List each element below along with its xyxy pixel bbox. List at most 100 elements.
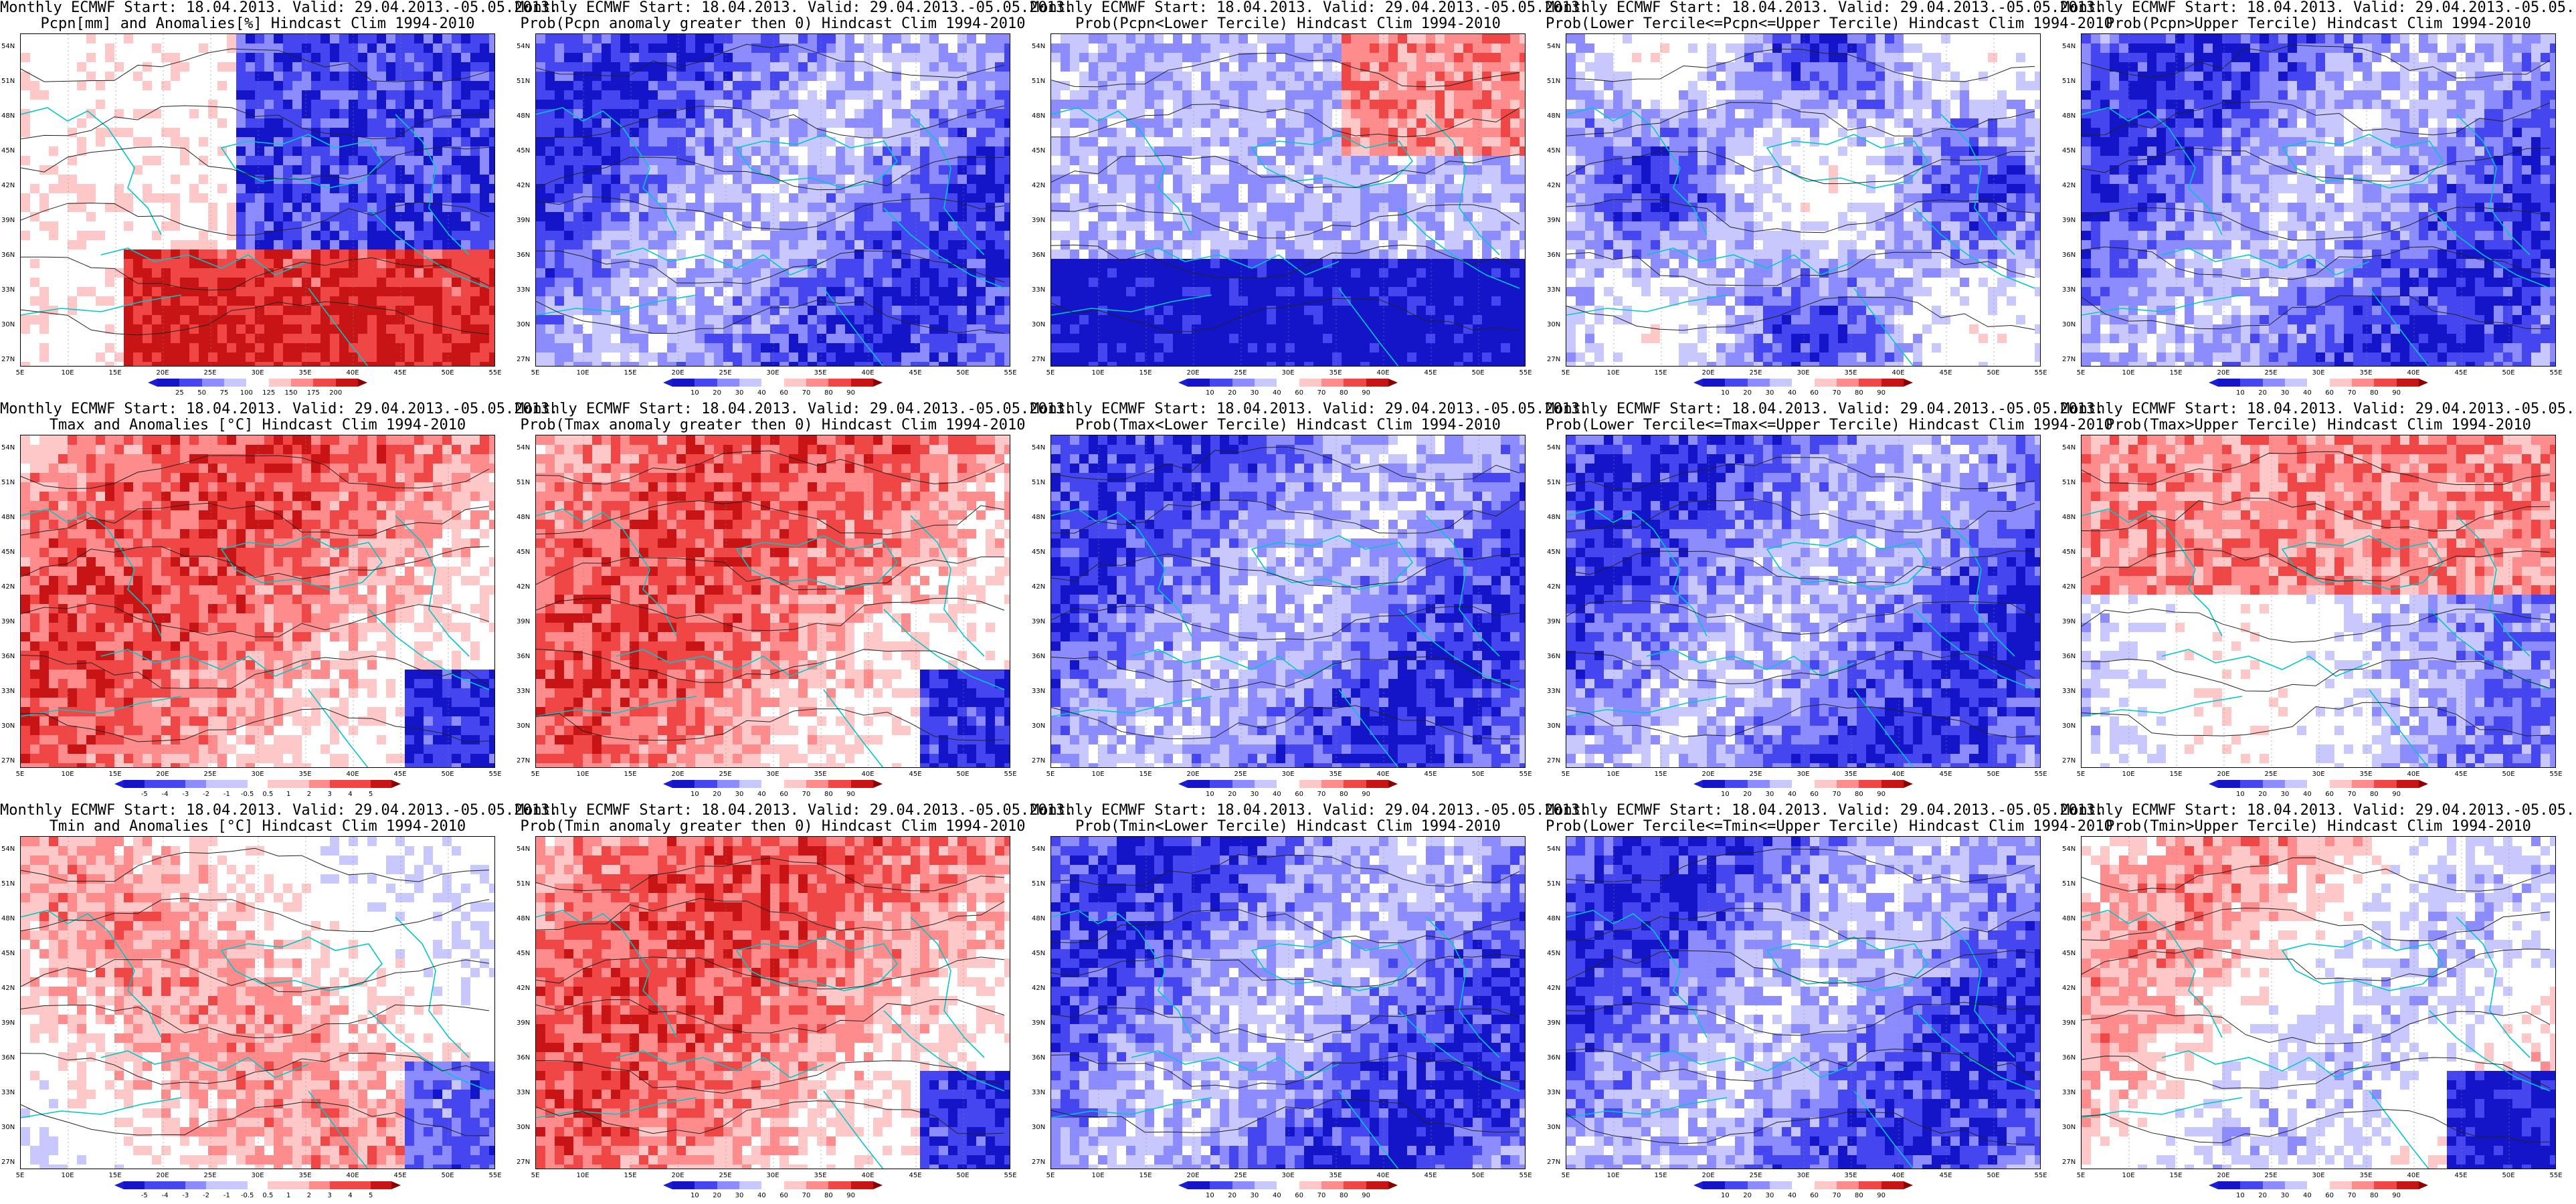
map-panel: Monthly ECMWF Start: 18.04.2013. Valid: … [1030,803,1588,1204]
lon-tick-label: 5E [531,771,540,778]
lat-tick-label: 36N [1032,1054,1045,1062]
lat-tick-label: 39N [2062,217,2076,224]
contour-line [536,597,1005,631]
colorbar-tick-label: 60 [2325,791,2334,798]
lat-tick-label: 54N [1032,444,1045,452]
colorbar-tick-label: 40 [757,389,766,397]
lat-tick-label: 54N [1,444,15,452]
lon-tick-label: 25E [1234,1172,1247,1179]
lon-tick-label: 55E [2034,1172,2047,1179]
coastline [910,515,985,657]
coastline [536,294,697,316]
colorbar-segment [2307,780,2330,788]
colorbar [2209,1181,2428,1189]
colorbar-segment [1703,379,1726,387]
lat-tick-label: 42N [517,182,530,189]
lon-tick-label: 55E [488,1172,501,1179]
colorbar-tick-label: 90 [1362,389,1370,397]
lon-tick-label: 50E [2502,1172,2514,1179]
lon-tick-label: 45E [393,771,406,778]
lon-tick-label: 15E [2169,771,2182,778]
lat-tick-label: 33N [1032,688,1045,695]
lat-tick-label: 48N [1032,514,1045,521]
contour-line [2082,147,2551,182]
coastline [823,689,884,767]
lat-tick-label: 30N [1547,321,1560,328]
colorbar-segment [2218,379,2241,387]
lat-tick-label: 33N [1547,688,1560,695]
coastline [2281,535,2444,590]
colorbar [663,379,883,387]
colorbar-segment [1792,379,1815,387]
colorbar-tick-label: 200 [329,389,342,397]
contour-line [1566,1048,2035,1082]
colorbar-tick-label: 70 [2348,791,2357,798]
lat-tick-label: 42N [1032,583,1045,591]
coastline [1251,134,1414,189]
colorbar [1178,780,1398,788]
colorbar-tick-label: 75 [220,389,229,397]
lat-tick-label: 51N [1,880,15,888]
colorbar-tick-label: 40 [2303,1192,2312,1199]
colorbar-ticks: 10 20 30 40 60 70 80 90 [1188,1192,1388,1201]
lat-tick-label: 42N [1547,182,1560,189]
colorbar-max-arrow [391,1181,401,1189]
colorbar-segment [717,1181,739,1189]
colorbar-tick-label: 60 [1295,1192,1303,1199]
lon-tick-label: 30E [1281,369,1294,377]
colorbar-segment [1725,1181,1748,1189]
lat-tick-label: 54N [1032,43,1045,50]
colorbar-min-arrow [1693,780,1703,788]
panel-title-line1: Monthly ECMWF Start: 18.04.2013. Valid: … [515,0,1073,16]
lat-tick-label: 27N [517,356,530,363]
colorbar-segment [1188,379,1210,387]
lon-tick-label: 35E [298,369,311,377]
colorbar-tick-label: 30 [1251,389,1259,397]
colorbar-segment [806,1181,829,1189]
panel-title-line1: Monthly ECMWF Start: 18.04.2013. Valid: … [2061,401,2576,417]
lat-tick-label: 39N [1,217,15,224]
coastline [1425,114,1500,256]
coastline [1646,1050,1855,1078]
panel-title: Monthly ECMWF Start: 18.04.2013. Valid: … [1030,0,1588,32]
coastline [308,1090,369,1169]
lon-tick-label: 55E [1004,1172,1016,1179]
lon-tick-label: 50E [1987,369,1999,377]
lon-tick-label: 40E [1376,771,1389,778]
coastline [1853,1090,1914,1169]
lat-tick-label: 51N [517,479,530,486]
colorbar-tick-label: 30 [1251,1192,1259,1199]
contour-line [536,957,1005,989]
lon-tick-label: 15E [1654,771,1667,778]
colorbar-max-arrow [357,379,367,387]
contour-line [1051,154,1520,189]
colorbar-segment [206,780,227,788]
colorbar-segment [1703,1181,1726,1189]
contour-line [1566,550,2035,584]
panel-title: Monthly ECMWF Start: 18.04.2013. Valid: … [2061,0,2576,32]
colorbar-segment [165,1181,186,1189]
lat-tick-label: 48N [1,915,15,922]
contour-line [1566,252,2035,286]
colorbar-segment [695,780,717,788]
coastline [1646,247,1855,276]
panel-title-line2: Prob(Tmin>Upper Tercile) Hindcast Clim 1… [2061,819,2576,835]
lat-tick-label: 48N [1547,915,1560,922]
lat-tick-label: 27N [2062,757,2076,765]
colorbar-tick-label: 70 [1317,791,1326,798]
colorbar-tick-label: 30 [1766,1192,1774,1199]
coastline [21,294,182,316]
colorbar-tick-label: 40 [757,791,766,798]
lat-tick-label: 36N [1,1054,15,1062]
lat-tick-label: 39N [517,217,530,224]
lon-tick-label: 25E [1749,771,1762,778]
colorbar [2209,780,2428,788]
lat-tick-label: 54N [1,43,15,50]
lon-tick-label: 25E [2264,771,2277,778]
coastline [2369,288,2429,366]
colorbar-tick-label: 70 [802,1192,811,1199]
coastline [308,288,369,366]
lon-tick-label: 35E [298,1172,311,1179]
contour-line [2082,608,2551,643]
lat-tick-label: 33N [1,286,15,294]
